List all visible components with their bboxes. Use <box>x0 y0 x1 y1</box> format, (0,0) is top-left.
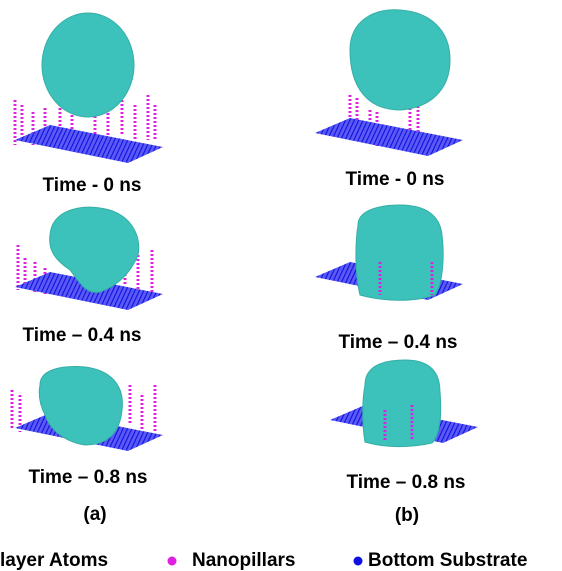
snapshot-a-0 <box>15 13 163 163</box>
figure: Time - 0 ns Time – 0.4 ns Time – 0.8 ns … <box>0 0 562 571</box>
snapshot-a-08 <box>12 367 163 451</box>
caption: Time – 0.4 ns <box>23 325 142 346</box>
legend-label: Nanopillars <box>192 550 295 571</box>
snapshot-b-04 <box>315 205 463 300</box>
legend-label: Bottom Substrate <box>368 550 527 571</box>
droplet <box>42 13 134 117</box>
substrate <box>15 125 163 163</box>
legend-marker <box>354 557 363 566</box>
droplet <box>363 360 441 447</box>
caption: Time – 0.8 ns <box>29 467 148 488</box>
droplet <box>350 10 450 110</box>
panel-label: (a) <box>83 504 106 525</box>
caption: Time – 0.8 ns <box>347 472 466 493</box>
substrate <box>315 118 463 156</box>
snapshot-b-08 <box>330 360 478 447</box>
snapshot-b-0 <box>315 10 463 156</box>
legend-marker <box>168 557 177 566</box>
caption: Time - 0 ns <box>43 175 142 196</box>
legend-label: layer Atoms <box>0 550 108 571</box>
caption: Time - 0 ns <box>346 169 445 190</box>
caption: Time – 0.4 ns <box>339 332 458 353</box>
droplet <box>356 205 443 300</box>
panel-label: (b) <box>395 505 419 526</box>
snapshot-a-04 <box>15 207 163 310</box>
